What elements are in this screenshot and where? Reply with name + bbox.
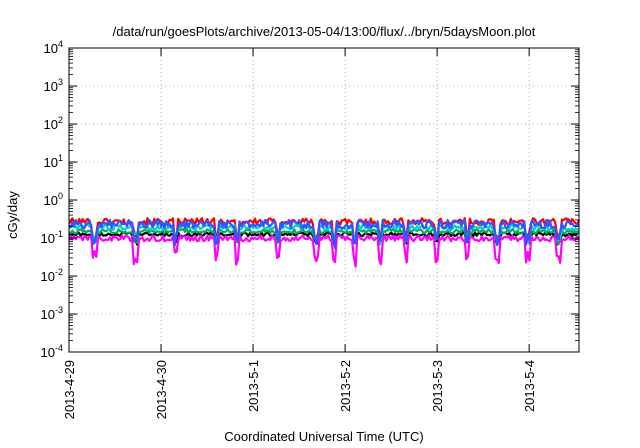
y-ticks: 10-4 10-3 10-2 10-1 100 101 102 103 104 bbox=[41, 39, 579, 360]
x-tick-label: 2013-5-3 bbox=[430, 360, 445, 412]
y-axis-title: cGy/day bbox=[5, 191, 20, 239]
x-tick-label: 2013-4-30 bbox=[154, 360, 169, 419]
x-tick-label: 2013-5-4 bbox=[522, 360, 537, 412]
chart-title: /data/run/goesPlots/archive/2013-05-04/1… bbox=[113, 24, 536, 39]
y-tick-label: 10-1 bbox=[41, 229, 63, 246]
y-tick-label: 103 bbox=[44, 77, 63, 94]
x-tick-label: 2013-5-2 bbox=[338, 360, 353, 412]
y-tick-label: 100 bbox=[44, 191, 63, 208]
y-tick-label: 10-2 bbox=[41, 267, 63, 284]
series-layer bbox=[68, 217, 581, 268]
series-line bbox=[68, 219, 580, 250]
grid bbox=[69, 48, 579, 352]
x-axis-title: Coordinated Universal Time (UTC) bbox=[224, 429, 423, 444]
x-tick-label: 2013-4-29 bbox=[62, 360, 77, 419]
y-tick-label: 104 bbox=[44, 39, 63, 56]
y-tick-label: 10-3 bbox=[41, 305, 63, 322]
x-ticks: 2013-4-29 2013-4-30 2013-5-1 2013-5-2 2013-5… bbox=[62, 48, 537, 419]
y-tick-label: 10-4 bbox=[41, 343, 63, 360]
y-tick-label: 102 bbox=[44, 115, 63, 132]
y-tick-label: 101 bbox=[44, 153, 63, 170]
series-line bbox=[68, 234, 580, 268]
x-tick-label: 2013-5-1 bbox=[246, 360, 261, 412]
